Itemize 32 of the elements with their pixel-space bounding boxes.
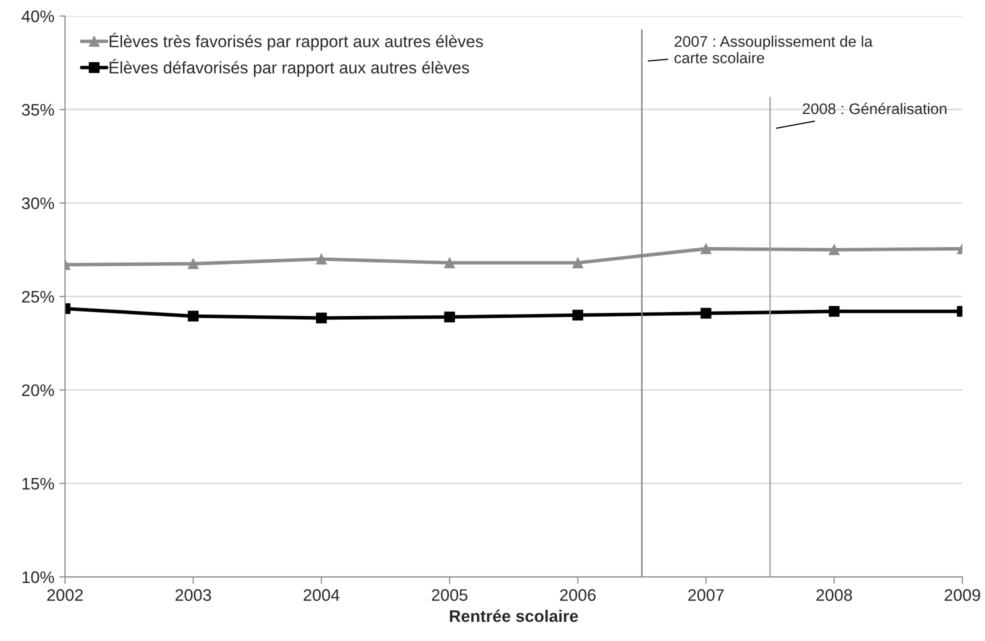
point [444, 312, 455, 322]
x-tick-label: 2003 [176, 589, 212, 601]
y-tick-label: 35% [22, 104, 54, 116]
y-tick-label: 30% [22, 197, 54, 210]
point [572, 310, 584, 321]
point [700, 243, 712, 254]
point [828, 306, 840, 317]
x-tick-label: 2002 [47, 589, 83, 601]
y-tick-label: 10% [22, 571, 54, 584]
x-tick-label: 2008 [816, 589, 852, 601]
point [444, 257, 455, 268]
point [572, 257, 584, 268]
x-axis-title: Rentrée scolaire [450, 610, 578, 622]
point [188, 310, 199, 322]
y-tick-label: 40% [22, 10, 54, 22]
x-tick-label: 2009 [944, 589, 980, 601]
ref-line-label: 2008 : Généralisation [802, 102, 946, 114]
legend-label: Élèves défavorisés par rapport aux autres élèves [110, 58, 470, 77]
y-tick-label: 25% [22, 290, 54, 303]
y-tick-label: 15% [22, 478, 54, 490]
x-tick-label: 2005 [432, 589, 468, 601]
point [700, 308, 712, 319]
y-tick-label: 20% [22, 384, 54, 396]
legend-label: Élèves très favorisés par rapport aux autres élèves [110, 32, 483, 51]
x-tick-label: 2007 [688, 589, 724, 601]
x-tick-label: 2004 [304, 589, 340, 601]
point [316, 312, 327, 324]
ref-line-label: 2007 : Assouplissement de la carte scolaire [674, 36, 873, 64]
point [828, 244, 840, 256]
point [316, 254, 327, 264]
x-tick-label: 2006 [560, 589, 596, 601]
point [188, 258, 199, 270]
